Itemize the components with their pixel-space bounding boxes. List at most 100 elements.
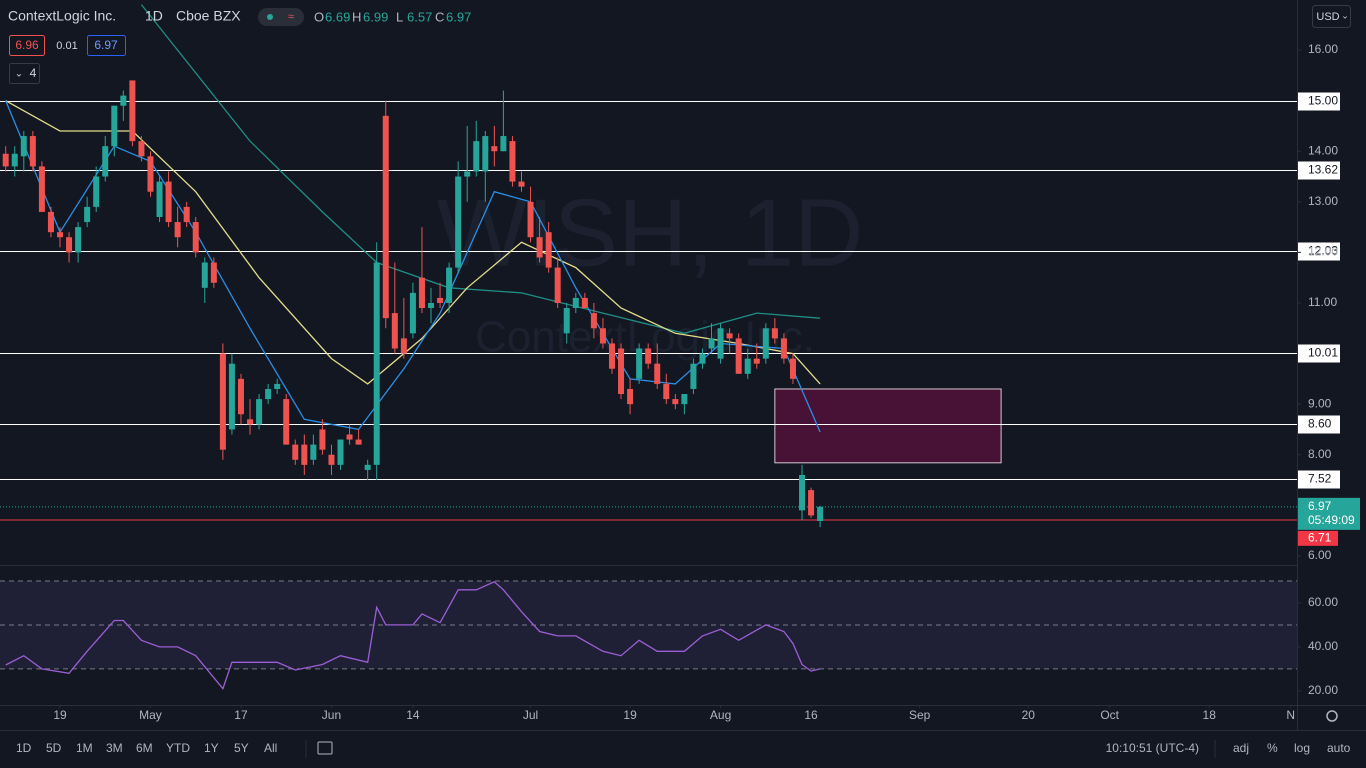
range-button[interactable]: YTD [166, 741, 190, 755]
candle-body [111, 105, 118, 147]
scale-option[interactable]: adj [1233, 741, 1249, 755]
candle-body [599, 328, 606, 344]
rsi-tick-label: 40.00 [1308, 639, 1338, 653]
candle-body [301, 444, 308, 465]
spread: 0.01 [56, 40, 77, 52]
x-tick-label: Aug [710, 708, 731, 722]
watermark-symbol: WISH, 1D [437, 179, 864, 286]
candle-body [228, 363, 235, 430]
candle-body [554, 267, 561, 303]
candle-body [780, 338, 787, 359]
candle-body [129, 80, 136, 142]
status-toggle[interactable] [258, 8, 304, 26]
level-label-bg [1298, 92, 1340, 111]
candle-body [219, 353, 226, 450]
candle-body [654, 363, 661, 384]
candle-body [292, 444, 299, 460]
y-tick-label: 16.00 [1308, 42, 1338, 56]
candle-body [789, 358, 796, 379]
candle-body [699, 353, 706, 364]
bid-box[interactable] [9, 35, 45, 56]
range-button[interactable]: All [264, 741, 277, 755]
x-tick-label: N [1286, 708, 1295, 722]
x-tick-label: 17 [234, 708, 248, 722]
scale-option[interactable]: log [1294, 741, 1310, 755]
rsi-tick-label: 60.00 [1308, 595, 1338, 609]
candle-body [491, 146, 498, 152]
moving-average [140, 4, 821, 334]
ask: 6.97 [94, 38, 118, 52]
level-label-bg [1298, 344, 1340, 363]
candle-body [717, 328, 724, 359]
candle-body [627, 388, 634, 405]
range-button[interactable]: 5Y [234, 741, 249, 755]
ohlc-label: C [435, 9, 444, 24]
range-button[interactable]: 1D [16, 741, 32, 755]
x-tick-label: 19 [623, 708, 637, 722]
settings-icon[interactable] [1326, 710, 1338, 722]
candle-body [545, 232, 552, 268]
x-tick-label: Oct [1100, 708, 1119, 722]
candle-body [237, 378, 244, 415]
candle-body [29, 136, 36, 167]
y-tick-label: 14.00 [1308, 143, 1338, 157]
candle-body [328, 454, 335, 465]
x-tick-label: 18 [1203, 708, 1217, 722]
ohlc-value: 6.69 [325, 9, 350, 24]
market-status-dot [267, 14, 273, 20]
candle-body [473, 141, 480, 172]
candle-body [428, 302, 435, 309]
y-tick-label: 13.00 [1308, 194, 1338, 208]
countdown: 05:49:09 [1308, 513, 1355, 527]
candle-body [355, 439, 362, 445]
indicator-toggle[interactable] [9, 63, 40, 84]
candle-body [156, 181, 163, 217]
date-range-icon[interactable] [317, 741, 333, 755]
ask-box[interactable] [87, 35, 126, 56]
ohlc-label: O [314, 9, 324, 24]
candle-body [210, 262, 217, 283]
candle-body [563, 308, 570, 334]
candle-body [11, 153, 18, 167]
candle-body [744, 358, 751, 374]
candle-body [174, 222, 181, 238]
candle-body [382, 115, 389, 319]
candle-body [66, 237, 73, 253]
range-button[interactable]: 3M [106, 741, 123, 755]
rsi-line [5, 581, 821, 691]
currency-button[interactable] [1312, 5, 1351, 28]
candle-body [753, 358, 760, 364]
candle-body [663, 383, 670, 400]
bid: 6.96 [15, 38, 39, 52]
currency-chevron: ⌄ [1341, 10, 1349, 20]
candle-body [762, 328, 769, 359]
interval[interactable]: 1D [145, 8, 163, 24]
candle-body [636, 348, 643, 379]
currency: USD [1316, 11, 1339, 23]
range-button[interactable]: 1M [76, 741, 93, 755]
range-button[interactable]: 6M [136, 741, 153, 755]
ohlc-value: 6.99 [363, 9, 388, 24]
range-button[interactable]: 1Y [204, 741, 219, 755]
candle-body [274, 383, 281, 389]
toolbar: 1D 5D 1M 3M 6M YTD 1Y 5Y All 10:10:51 (UTC-4) adj%… [16, 741, 1351, 755]
scale-option[interactable]: auto [1327, 741, 1351, 755]
candle-body [183, 206, 190, 223]
clock[interactable]: 10:10:51 (UTC-4) [1106, 741, 1199, 755]
candle-body [437, 297, 444, 303]
candle-body [120, 95, 127, 106]
scale-option[interactable]: % [1267, 741, 1278, 755]
ohlc-legend: O 6.69 H 6.99 L 6.57 C 6.97 [314, 9, 471, 24]
candle-body [20, 136, 27, 157]
candle-body [47, 211, 54, 233]
range-button[interactable]: 5D [46, 741, 62, 755]
level-label: 15.00 [1308, 94, 1338, 108]
candle-body [337, 439, 344, 465]
candle-body [2, 153, 9, 167]
candle-body [364, 464, 371, 470]
y-tick-label: 6.00 [1308, 548, 1332, 562]
moving-average [5, 100, 821, 385]
candle-body [509, 141, 516, 182]
